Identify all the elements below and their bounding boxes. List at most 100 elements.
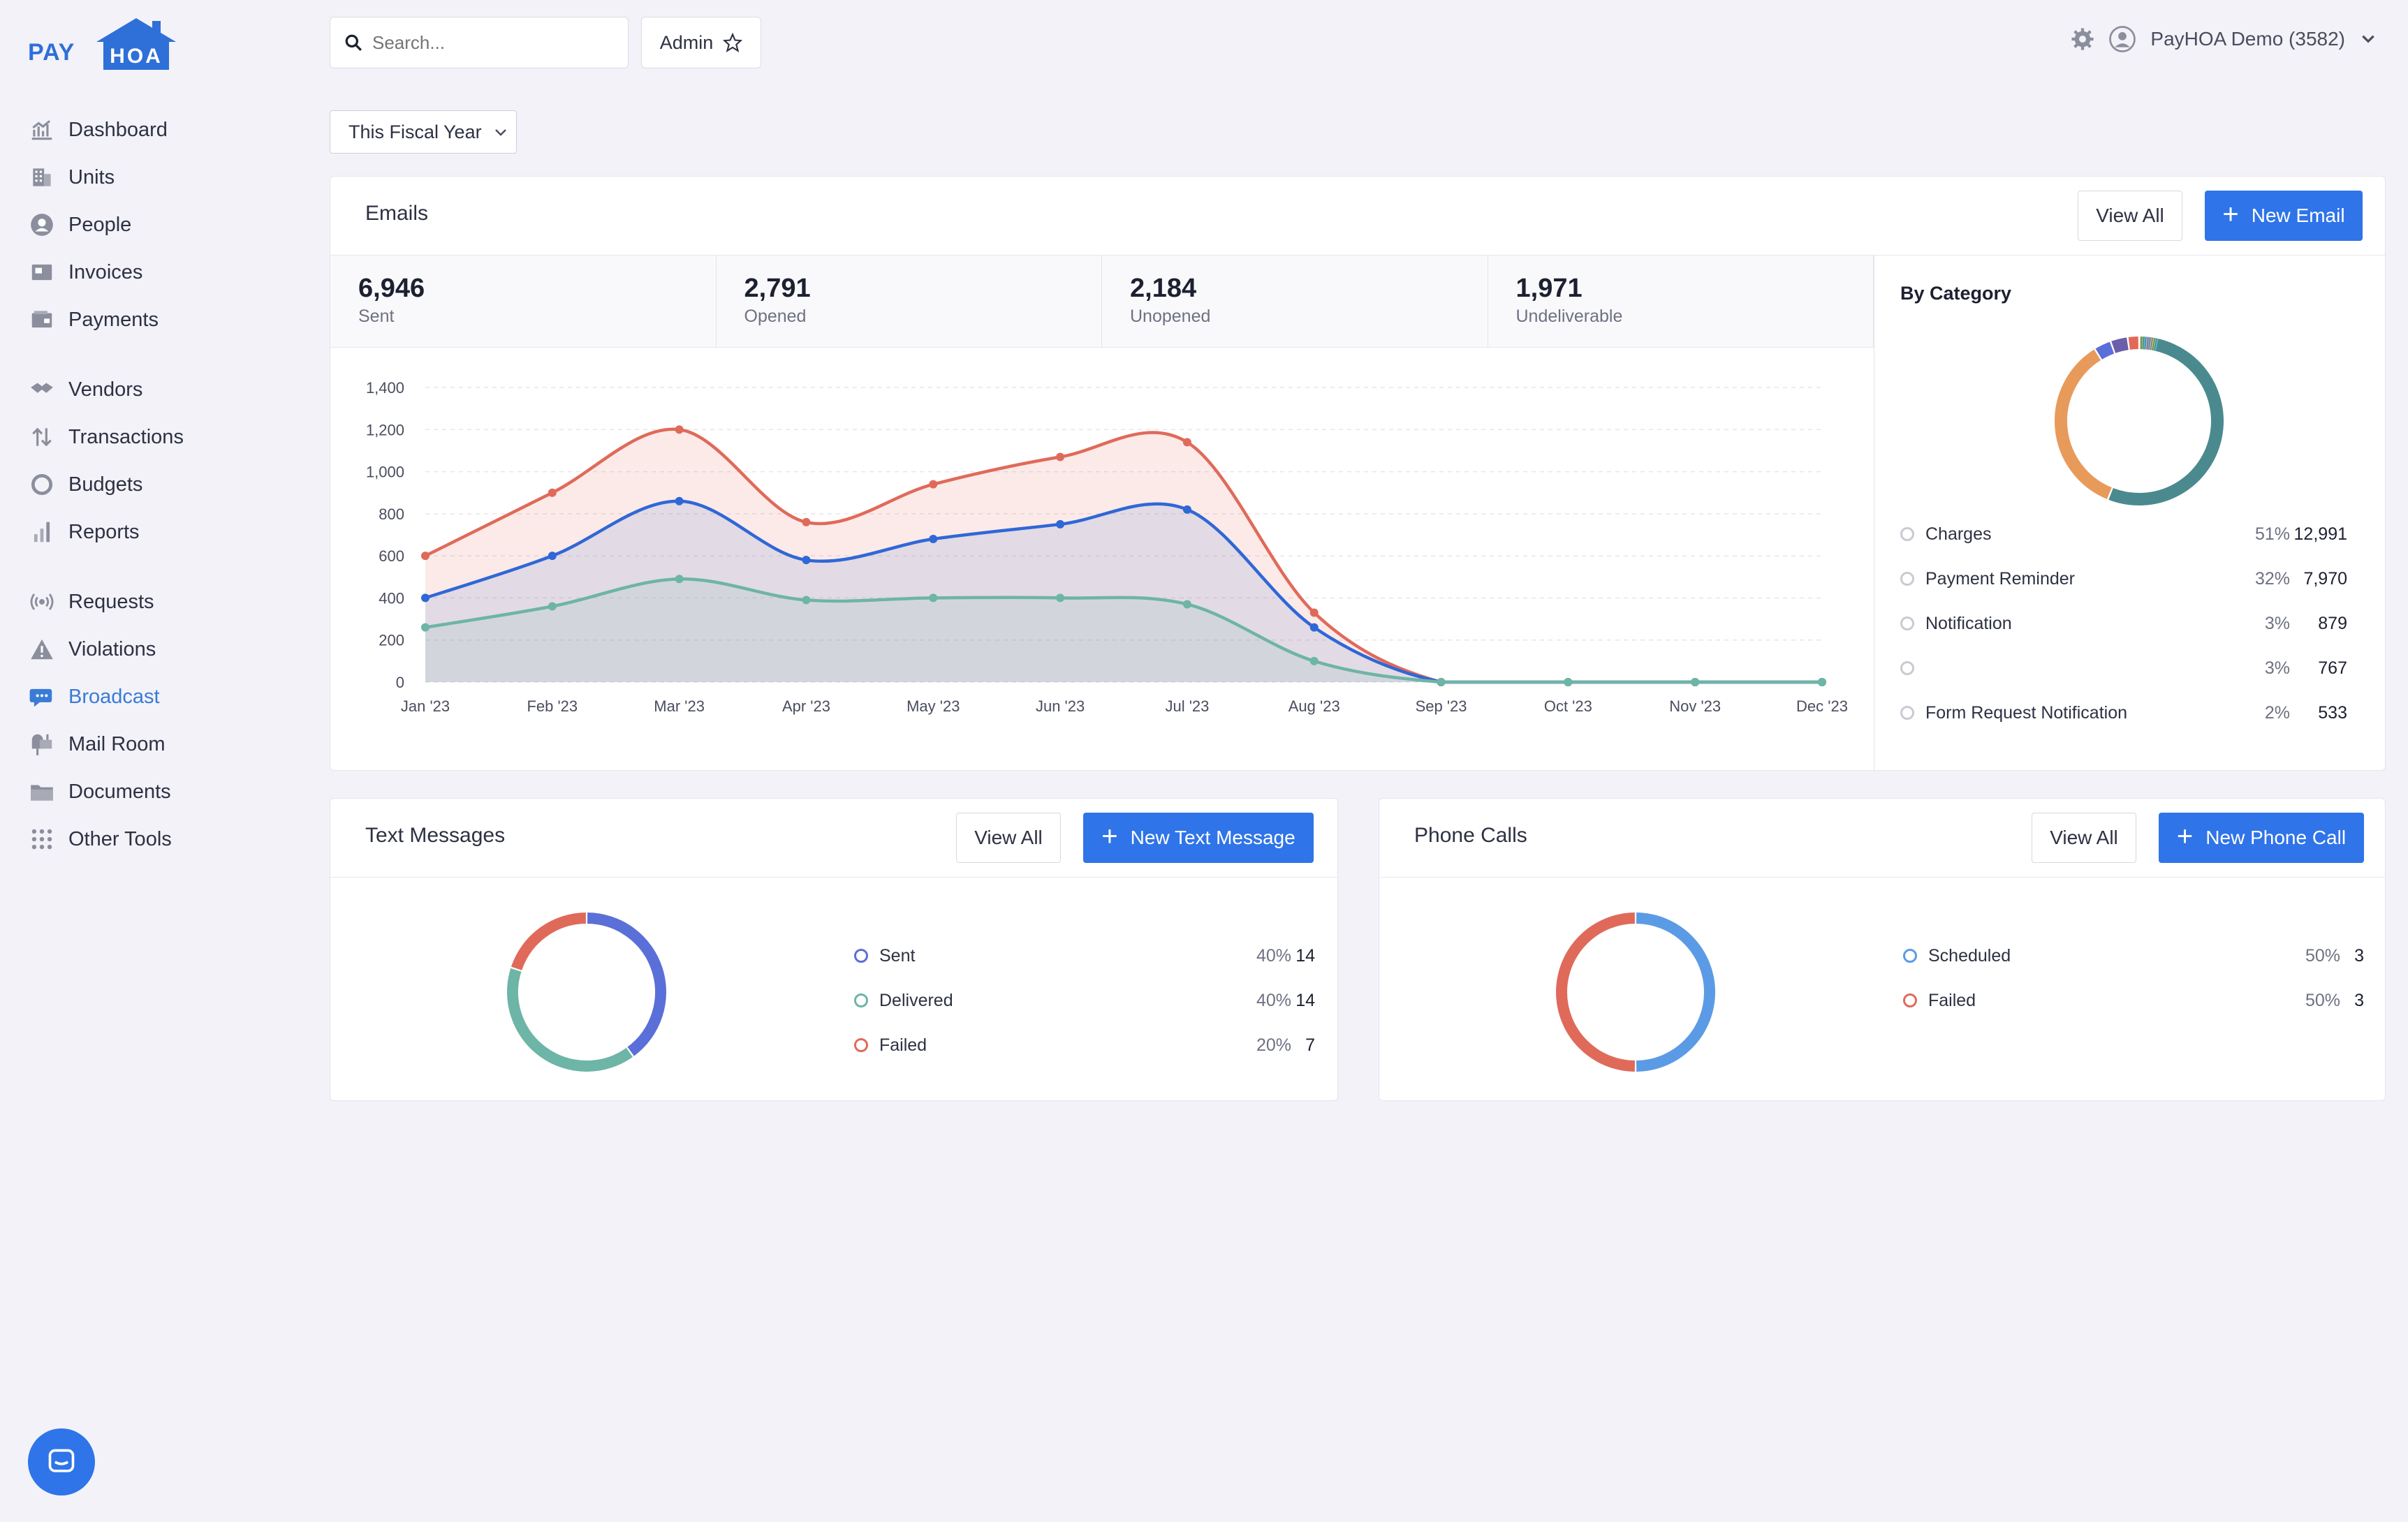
data-point [1309, 656, 1319, 665]
fiscal-period-select[interactable]: This Fiscal Year [330, 110, 517, 154]
sidebar-item-mail-room[interactable]: Mail Room [28, 721, 307, 768]
emails-area-chart: 0 200 400 600 800 1,000 1,200 1,400 Jan '23 Feb '… [366, 379, 1848, 715]
sidebar-item-dashboard[interactable]: Dashboard [28, 106, 307, 154]
x-tick-label: Apr '23 [782, 697, 830, 715]
stat-label: Sent [358, 306, 395, 326]
sidebar-item-violations[interactable]: Violations [28, 626, 307, 673]
new-phone-call-label: New Phone Call [2205, 827, 2347, 848]
donut-slice [2055, 349, 2112, 499]
nav-group-finance: Vendors Transactions Budgets Reports [28, 366, 307, 556]
new-email-button[interactable]: + New Email [2205, 191, 2363, 241]
legend-percent: 3% [2264, 613, 2290, 633]
stat-label: Undeliverable [1515, 306, 1623, 326]
legend-name: Failed [879, 1035, 927, 1055]
y-tick-label: 1,400 [366, 379, 404, 397]
stat-unopened: 2,184 Unopened [1102, 256, 1488, 347]
chevron-down-icon[interactable] [2359, 30, 2377, 48]
sidebar-item-other-tools[interactable]: Other Tools [28, 815, 307, 863]
sidebar-item-broadcast[interactable]: Broadcast [28, 673, 307, 721]
gear-icon[interactable] [2071, 27, 2094, 51]
sidebar-item-payments[interactable]: Payments [28, 296, 307, 343]
support-chat-button[interactable] [28, 1428, 95, 1495]
plus-icon: + [2222, 199, 2239, 230]
sidebar-item-label: Dashboard [68, 118, 168, 141]
account-area: PayHOA Demo (3582) [2057, 25, 2377, 53]
sidebar-item-units[interactable]: Units [28, 154, 307, 201]
sidebar-item-documents[interactable]: Documents [28, 768, 307, 815]
data-point [1309, 623, 1319, 632]
calls-view-all-button[interactable]: View All [2032, 813, 2136, 863]
data-point [1818, 678, 1826, 686]
data-point [421, 623, 430, 632]
chevron-down-icon [495, 129, 506, 136]
x-tick-label: Sep '23 [1416, 697, 1467, 715]
legend-value: 7 [1305, 1035, 1315, 1055]
legend-value: 14 [1295, 990, 1315, 1010]
legend-item: Sent 40% 14 [854, 933, 1315, 978]
category-donut-chart [2055, 337, 2224, 505]
legend-dot-icon [1900, 527, 1914, 541]
transfer-icon [28, 423, 56, 451]
stat-value: 2,184 [1130, 274, 1197, 303]
sidebar-item-requests[interactable]: Requests [28, 578, 307, 626]
stat-undeliverable: 1,971 Undeliverable [1488, 256, 1874, 347]
legend-value: 14 [1295, 945, 1315, 966]
data-point [548, 488, 557, 497]
legend-percent: 50% [2305, 990, 2340, 1010]
search-box[interactable] [330, 17, 629, 68]
legend-item: Form Request Notification 2% 533 [1900, 690, 2347, 735]
y-tick-label: 1,000 [366, 464, 404, 481]
sidebar-item-vendors[interactable]: Vendors [28, 366, 307, 413]
legend-dot-icon [854, 1038, 868, 1052]
new-phone-call-button[interactable]: + New Phone Call [2159, 813, 2364, 863]
user-avatar-icon[interactable] [2108, 25, 2136, 53]
admin-button[interactable]: Admin [641, 17, 761, 68]
email-stats: 6,946 Sent 2,791 Opened 2,184 Unopened 1,97… [330, 256, 1874, 348]
data-point [675, 496, 684, 505]
bar-chart-icon [28, 518, 56, 546]
data-point [1182, 438, 1191, 447]
legend-item: Failed 20% 7 [854, 1023, 1315, 1067]
star-icon[interactable] [723, 33, 743, 52]
texts-view-all-button[interactable]: View All [956, 813, 1061, 863]
data-point [802, 556, 811, 565]
wallet-icon [28, 306, 56, 334]
legend-item: Scheduled 50% 3 [1903, 933, 2364, 978]
legend-item: 3% 767 [1900, 646, 2347, 690]
signal-icon [28, 588, 56, 616]
sidebar-item-budgets[interactable]: Budgets [28, 461, 307, 508]
data-point [1437, 678, 1446, 686]
sidebar-item-transactions[interactable]: Transactions [28, 413, 307, 461]
circle-icon [28, 471, 56, 498]
fiscal-period-value: This Fiscal Year [348, 121, 482, 142]
series-area [425, 429, 1822, 682]
sidebar-item-label: People [68, 213, 132, 236]
chat-icon [48, 1449, 75, 1472]
legend-item: Notification 3% 879 [1900, 601, 2347, 646]
sidebar-item-people[interactable]: People [28, 201, 307, 249]
search-input[interactable] [372, 31, 610, 54]
sidebar-item-label: Broadcast [68, 685, 160, 708]
person-icon [28, 211, 56, 239]
legend-value: 12,991 [2293, 524, 2347, 544]
legend-item: Payment Reminder 32% 7,970 [1900, 556, 2347, 601]
donut-slice [2111, 337, 2129, 353]
payhoa-logo[interactable]: PAY HOA [28, 15, 182, 71]
data-point [1182, 505, 1191, 514]
data-point [1691, 678, 1700, 686]
emails-view-all-button[interactable]: View All [2078, 191, 2182, 241]
donut-slice [1556, 913, 1635, 1072]
donut-slice [587, 913, 666, 1056]
data-point [675, 575, 684, 584]
legend-dot-icon [854, 993, 868, 1007]
account-name[interactable]: PayHOA Demo (3582) [2150, 28, 2345, 50]
legend-name: Scheduled [1928, 945, 2011, 966]
sidebar-item-reports[interactable]: Reports [28, 508, 307, 556]
donut-slice [2095, 341, 2115, 360]
sidebar-item-invoices[interactable]: Invoices [28, 249, 307, 296]
data-point [929, 480, 938, 489]
phone-calls-card: Phone Calls View All + New Phone Call Sc… [1379, 798, 2386, 1101]
new-email-label: New Email [2251, 205, 2345, 226]
stat-value: 1,971 [1515, 274, 1583, 303]
new-text-message-button[interactable]: + New Text Message [1083, 813, 1314, 863]
